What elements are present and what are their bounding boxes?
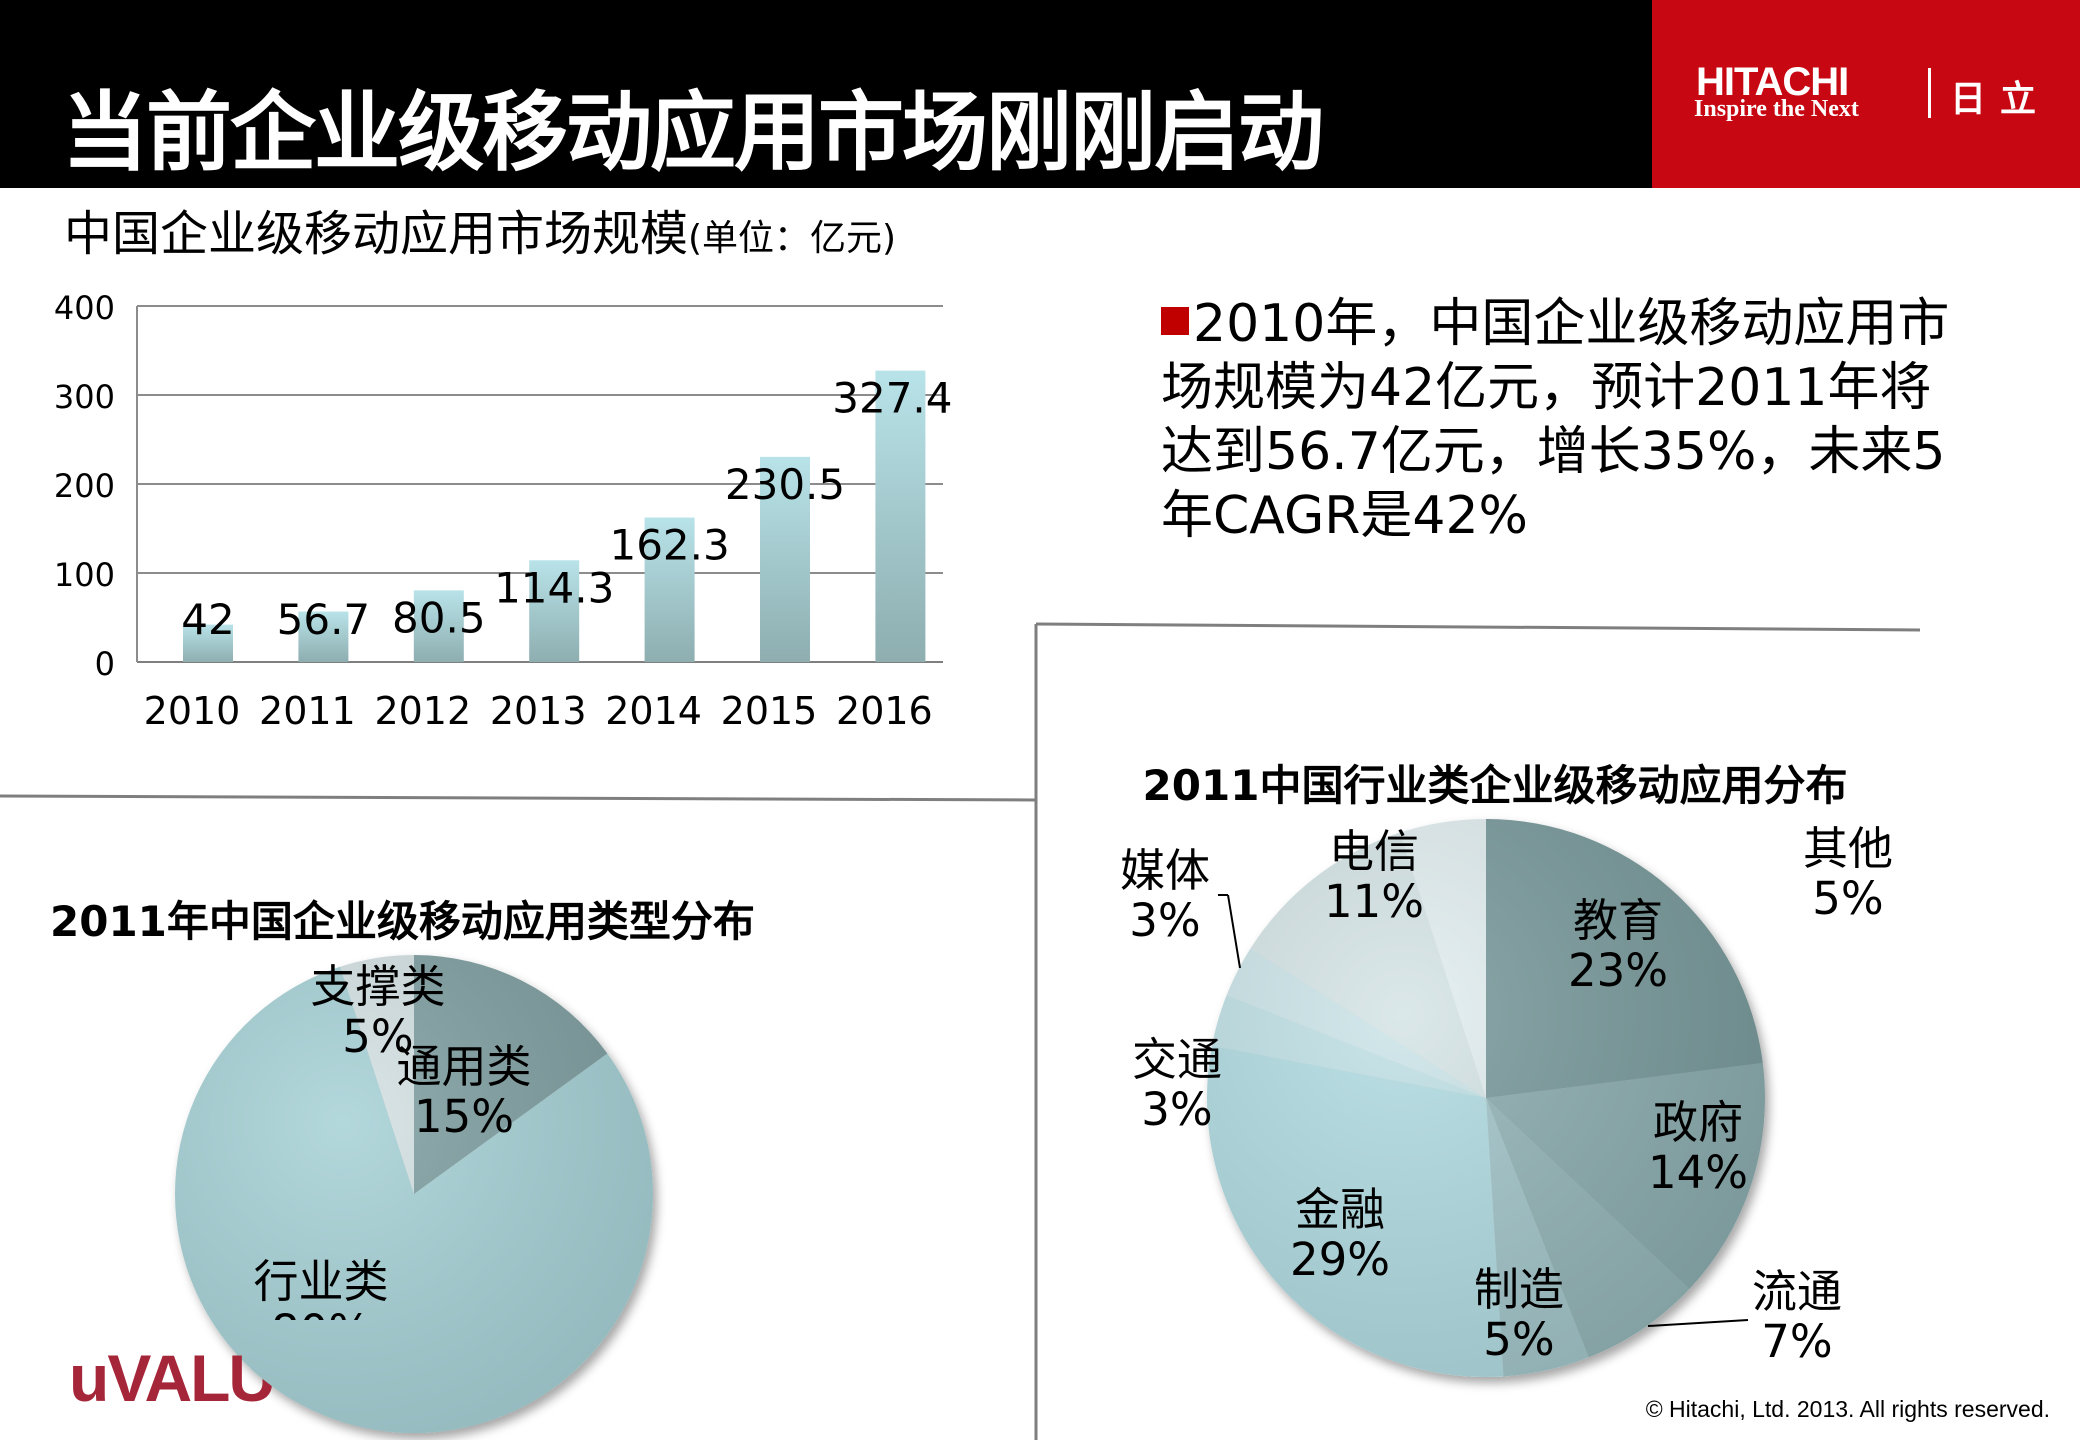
divider-left [0,794,1036,802]
pie2-label-电信: 电信 11% [1324,827,1424,927]
leader-line-retail [1647,1319,1749,1327]
logo-divider [1928,68,1931,118]
pie2-label-金融: 金融 29% [1290,1185,1390,1285]
slice-name: 支撑类 [310,960,446,1013]
slice-name: 交通 [1131,1033,1223,1086]
bar-value-label: 230.5 [725,460,845,509]
logo-tagline: Inspire the Next [1694,96,1859,122]
bar-value-label: 80.5 [392,593,486,642]
bar-chart-title: 中国企业级移动应用市场规模(单位：亿元) [64,194,896,264]
slice-name: 政府 [1652,1096,1743,1149]
pie2-shading [1207,819,1765,1377]
slice-percent: 23% [1567,944,1669,997]
bar-value-label: 42 [181,595,234,644]
pie1-shading [175,955,653,1433]
slice-name: 金融 [1294,1183,1385,1236]
slice-percent: 5% [1483,1313,1555,1366]
slice-name: 流通 [1751,1265,1843,1318]
logo-brand: HITACHI [1696,60,1849,104]
summary-body: 2010年，中国企业级移动应用市场规模为42亿元，预计2011年将达到56.7亿… [1161,294,1950,546]
bar-chart-title-text: 中国企业级移动应用市场规模 [64,206,689,262]
pie1-label-支撑类: 支撑类 5% [310,962,445,1062]
pie2-label-媒体: 媒体 3% [1120,846,1210,946]
bar-2011 [298,611,349,662]
x-tick-label: 2016 [836,689,933,733]
slice-name: 通用类 [396,1040,532,1093]
x-tick-label: 2012 [374,689,471,733]
y-tick-label: 0 [95,645,115,683]
pie2-title: 2011中国行业类企业级移动应用分布 [1142,761,1848,810]
bar-2015 [760,456,810,662]
bar-2012 [413,590,464,662]
bar-value-label: 114.3 [494,563,614,612]
pie1-label-通用类: 通用类 15% [396,1042,531,1142]
slice-name: 制造 [1473,1263,1565,1316]
y-tick-label: 100 [54,556,115,594]
slice-percent: 11% [1323,875,1425,928]
slice-percent: 3% [1141,1083,1213,1136]
page-title: 当前企业级移动应用市场刚刚启动 [62,83,1324,183]
slice-percent: 3% [1129,894,1201,947]
slice-name: 教育 [1572,894,1663,947]
x-tick-label: 2014 [605,689,702,733]
bar-value-label: 56.7 [277,595,371,644]
slice-name: 电信 [1328,825,1419,878]
slice-percent: 15% [413,1090,515,1143]
bar-chart-unit: (单位：亿元) [688,218,897,259]
slice-name: 其他 [1802,822,1894,875]
pie1-title: 2011年中国企业级移动应用类型分布 [50,897,755,946]
x-tick-label: 2011 [259,689,356,733]
slice-name: 媒体 [1119,844,1211,897]
pie2-label-流通: 流通 7% [1752,1267,1842,1367]
slice-percent: 5% [1812,872,1884,925]
pie2-label-其他: 其他 5% [1803,824,1893,924]
bar-2016 [875,370,926,662]
x-tick-label: 2015 [721,689,818,733]
uvalue-logo: uVALU [69,1341,276,1415]
bar-value-label: 162.3 [609,521,729,570]
bar-2010 [183,624,233,662]
hitachi-logo: HITACHI Inspire the Next 日立 [1652,0,2080,188]
pie2-label-教育: 教育 23% [1568,896,1668,996]
bar-value-label: 327.4 [832,374,952,423]
y-tick-label: 400 [54,289,115,327]
x-tick-label: 2010 [144,689,241,733]
y-tick-label: 300 [54,378,115,416]
pie2-label-政府: 政府 14% [1648,1098,1748,1198]
leader-line-media-2 [1227,894,1241,969]
y-tick-label: 200 [54,467,115,505]
pie2-label-制造: 制造 5% [1474,1265,1564,1365]
slice-percent: 29% [1289,1233,1391,1286]
pie2-label-交通: 交通 3% [1132,1035,1222,1135]
logo-kanji: 日立 [1950,79,2051,120]
slice-name: 行业类 [253,1255,389,1308]
bar-2013 [529,560,580,662]
slice-percent: 14% [1647,1146,1749,1199]
slice-percent: 7% [1761,1315,1833,1368]
summary-text: 2010年，中国企业级移动应用市场规模为42亿元，预计2011年将达到56.7亿… [1161,292,1961,548]
bullet-square-icon [1161,307,1189,335]
divider-right [1035,622,1921,632]
x-tick-label: 2013 [490,689,587,733]
bar-2014 [644,517,695,662]
copyright: © Hitachi, Ltd. 2013. All rights reserve… [1645,1396,2050,1422]
slice-percent: 5% [342,1010,414,1063]
